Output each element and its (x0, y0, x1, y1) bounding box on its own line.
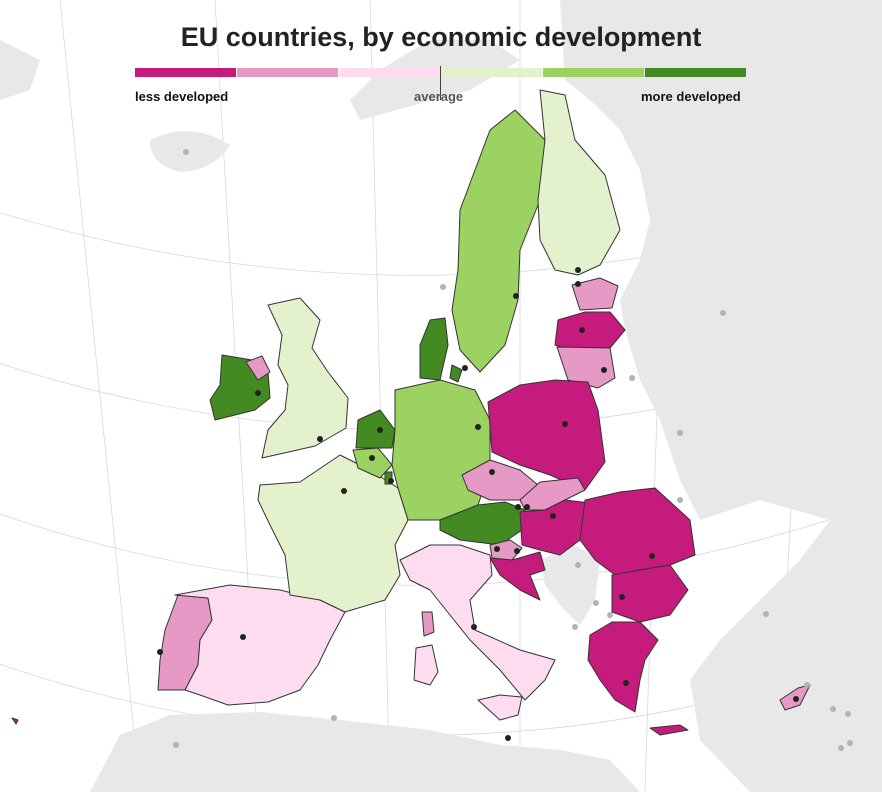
country-bulgaria[interactable] (611, 564, 689, 623)
country-germany[interactable] (391, 379, 491, 521)
capital-marker (157, 649, 163, 655)
non-eu-capital-marker (804, 682, 810, 688)
capital-marker (494, 546, 500, 552)
non-eu-capital-marker (830, 706, 836, 712)
non-eu-capital-marker (847, 740, 853, 746)
capital-marker (524, 504, 530, 510)
country-northern-ireland[interactable] (245, 355, 271, 381)
capital-marker (475, 424, 481, 430)
capital-marker (575, 267, 581, 273)
non-eu-capital-marker (677, 497, 683, 503)
non-eu-capital-marker (720, 310, 726, 316)
capital-marker (377, 427, 383, 433)
country-lithuania[interactable] (556, 346, 616, 389)
capital-marker (550, 513, 556, 519)
legend-swatch-1 (135, 68, 236, 77)
country-estonia[interactable] (571, 277, 619, 311)
country-latvia[interactable] (554, 311, 626, 353)
capital-marker (341, 488, 347, 494)
non-eu-capital-marker (173, 742, 179, 748)
capital-marker (649, 553, 655, 559)
country-poland[interactable] (487, 379, 606, 491)
non-eu-capital-marker (629, 375, 635, 381)
non-eu-capital-marker (331, 715, 337, 721)
legend-average-tick (440, 66, 441, 100)
capital-marker (369, 455, 375, 461)
legend-label-more-developed: more developed (641, 89, 741, 104)
legend-swatch-2 (237, 68, 338, 77)
capital-marker (317, 436, 323, 442)
capital-marker (579, 327, 585, 333)
country-denmark-island[interactable] (449, 364, 463, 383)
legend-label-less-developed: less developed (135, 89, 229, 104)
capital-marker (513, 293, 519, 299)
non-eu-capital-markers (173, 149, 853, 751)
capital-marker (515, 504, 521, 510)
legend-label-average: average (414, 89, 464, 104)
non-eu-capital-marker (440, 284, 446, 290)
capital-marker (471, 624, 477, 630)
country-malta[interactable] (11, 717, 19, 725)
country-denmark[interactable] (419, 317, 449, 381)
non-eu-capital-marker (763, 611, 769, 617)
country-france[interactable] (257, 454, 409, 613)
non-eu-capital-marker (572, 624, 578, 630)
legend-swatch-3 (339, 68, 440, 77)
non-eu-capital-marker (677, 430, 683, 436)
country-crete[interactable] (649, 724, 689, 736)
capital-marker (514, 548, 520, 554)
non-eu-capital-marker (575, 562, 581, 568)
capital-marker (489, 469, 495, 475)
country-greece[interactable] (587, 621, 659, 713)
non-eu-capital-marker (593, 600, 599, 606)
non-eu-capital-marker (607, 612, 613, 618)
legend-swatch-4 (441, 68, 542, 77)
country-sardinia[interactable] (413, 644, 439, 686)
country-sicily[interactable] (477, 694, 523, 721)
capital-marker (388, 478, 394, 484)
legend-swatch-5 (543, 68, 644, 77)
country-united-kingdom[interactable] (261, 297, 349, 459)
capital-marker (575, 281, 581, 287)
capital-marker (623, 680, 629, 686)
country-netherlands[interactable] (355, 409, 396, 449)
country-croatia[interactable] (489, 551, 546, 601)
capital-marker (240, 634, 246, 640)
map-title: EU countries, by economic development (180, 22, 702, 52)
country-italy[interactable] (399, 544, 556, 701)
capital-marker (255, 390, 261, 396)
country-corsica[interactable] (421, 611, 435, 637)
non-eu-capital-marker (838, 745, 844, 751)
legend-swatch-6 (645, 68, 746, 77)
non-eu-capital-marker (183, 149, 189, 155)
capital-marker (793, 696, 799, 702)
capital-marker (562, 421, 568, 427)
capital-marker (462, 365, 468, 371)
country-slovakia[interactable] (519, 477, 586, 511)
non-eu-capital-marker (845, 711, 851, 717)
country-sweden[interactable] (451, 109, 546, 373)
capital-marker (505, 735, 511, 741)
country-finland[interactable] (537, 89, 621, 276)
capital-marker (601, 367, 607, 373)
capital-marker (619, 594, 625, 600)
capital-markers (157, 267, 799, 741)
